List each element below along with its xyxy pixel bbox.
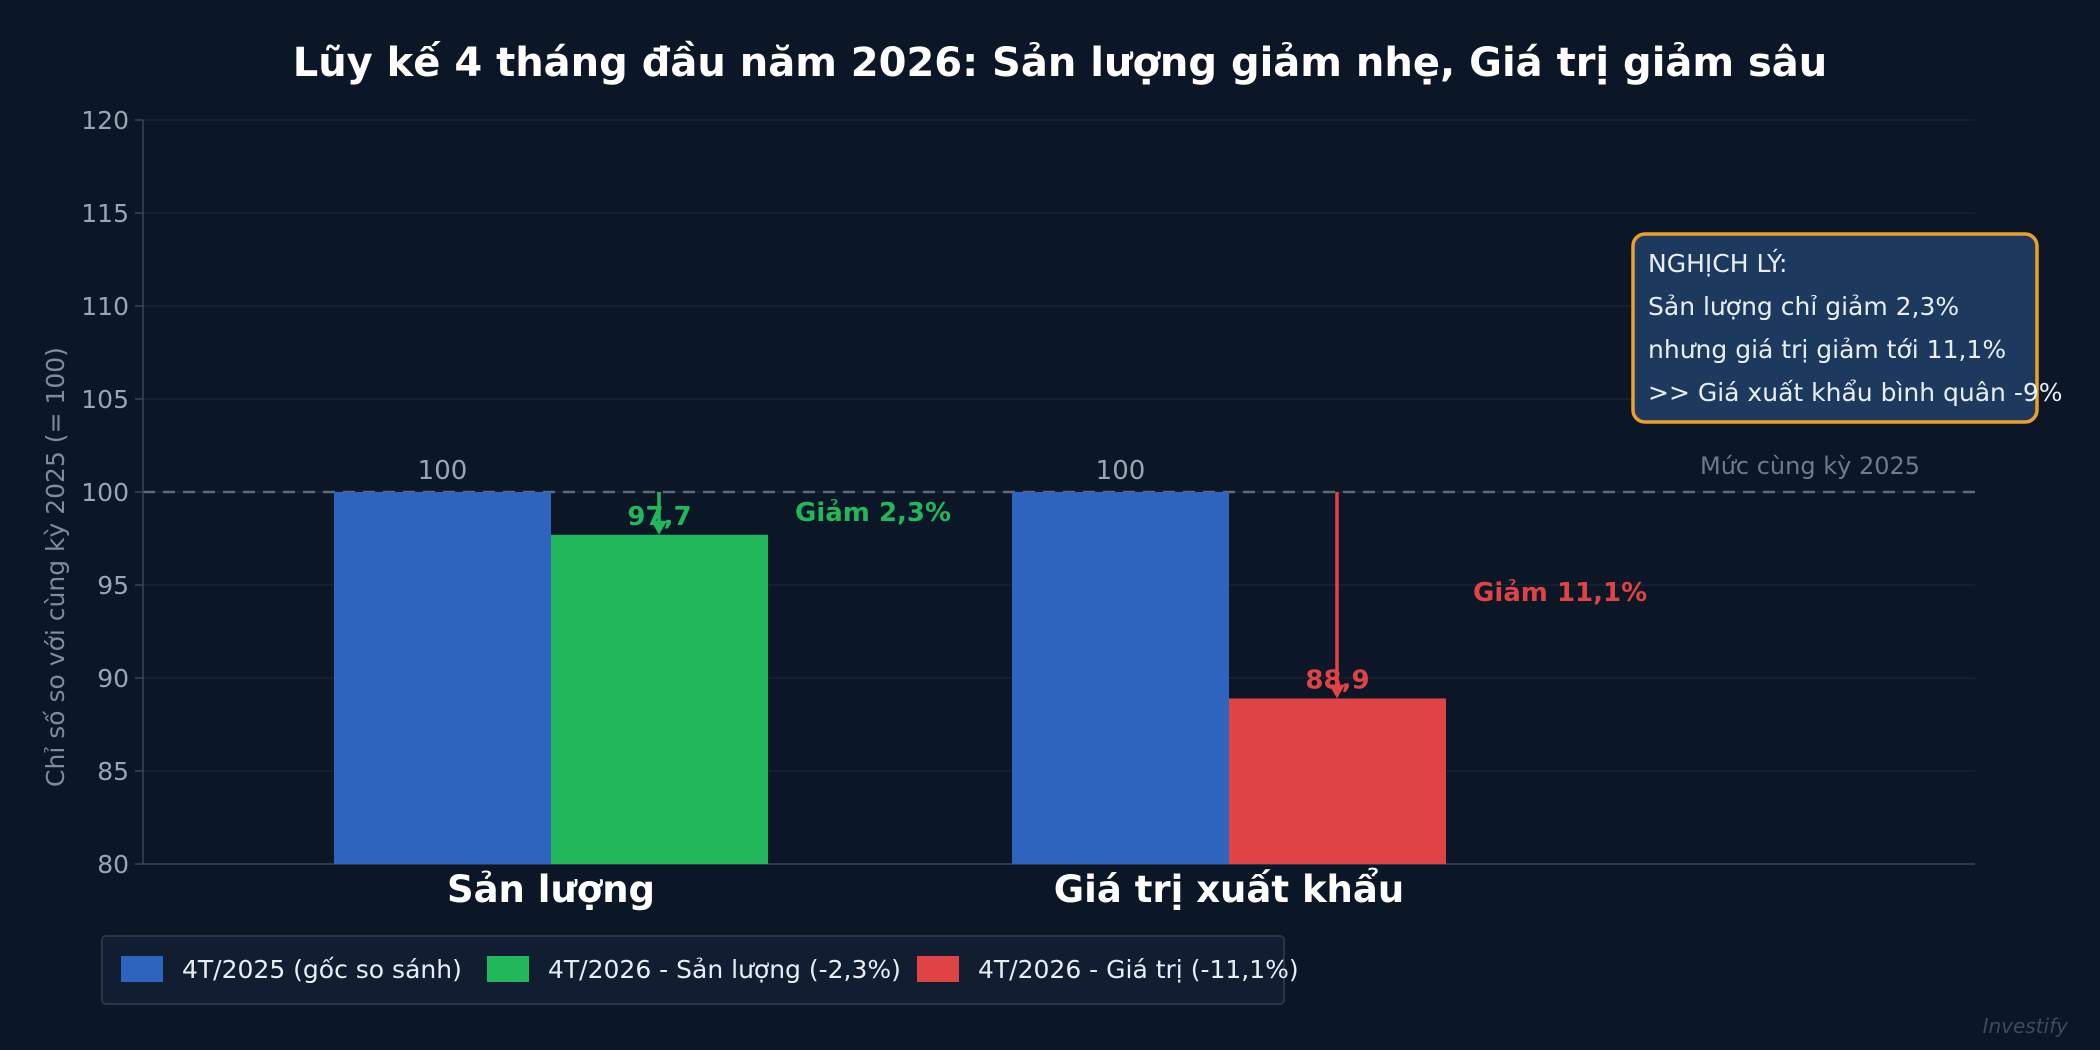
bar-2-1 xyxy=(1012,492,1229,864)
bar-value-label: 100 xyxy=(418,456,468,486)
legend-entry-label: 4T/2026 - Giá trị (-11,1%) xyxy=(978,955,1299,984)
x-category-label: Sản lượng xyxy=(447,868,655,911)
bar-1-1 xyxy=(334,492,551,864)
note-box: NGHỊCH LÝ: Sản lượng chỉ giảm 2,3% nhưng g… xyxy=(1631,232,2063,424)
x-category-label: Giá trị xuất khẩu xyxy=(1054,868,1404,911)
axes: 80 85 90 95 100 105 110 115 120 xyxy=(81,106,1975,879)
legend-swatch xyxy=(121,956,163,982)
y-tick-label: 80 xyxy=(97,850,129,879)
note-box-line: Sản lượng chỉ giảm 2,3% xyxy=(1648,292,1959,321)
y-tick-label: 85 xyxy=(97,757,129,786)
y-tick-label: 90 xyxy=(97,664,129,693)
chart-title: Lũy kế 4 tháng đầu năm 2026: Sản lượng g… xyxy=(293,40,1828,86)
legend-entry-label: 4T/2026 - Sản lượng (-2,3%) xyxy=(548,955,901,984)
legend: 4T/2025 (gốc so sánh) 4T/2026 - Sản lượng… xyxy=(101,935,1299,1005)
annotation-arrowhead xyxy=(651,520,667,535)
y-tick-label: 95 xyxy=(97,571,129,600)
bar-1-2 xyxy=(551,534,768,864)
watermark: Investify xyxy=(1983,1014,2070,1038)
annotations: Giảm 2,3% Giảm 11,1% xyxy=(651,492,1647,699)
note-box-frame xyxy=(1631,232,2039,424)
y-tick-label: 105 xyxy=(81,385,129,414)
annotation-label: Giảm 2,3% xyxy=(795,497,951,528)
legend-frame xyxy=(101,935,1285,1005)
note-box-line: NGHỊCH LÝ: xyxy=(1648,249,1787,278)
bar-value-label: 100 xyxy=(1096,456,1146,486)
bars xyxy=(334,492,1446,864)
annotation-label: Giảm 11,1% xyxy=(1473,577,1647,608)
annotation-arrowhead xyxy=(1329,684,1345,699)
y-tick-label: 100 xyxy=(81,478,129,507)
note-box-line: nhưng giá trị giảm tới 11,1% xyxy=(1648,335,2006,364)
y-tick-label: 115 xyxy=(81,199,129,228)
note-box-line: >> Giá xuất khẩu bình quân -9% xyxy=(1648,378,2063,407)
bar-2-2 xyxy=(1229,698,1446,864)
bar-labels: 10097,7Sản lượng10088,9Giá trị xuất khẩu xyxy=(418,456,1405,911)
y-axis-label: Chỉ số so với cùng kỳ 2025 (= 100) xyxy=(41,347,70,787)
y-tick-label: 120 xyxy=(81,106,129,135)
legend-entry-label: 4T/2025 (gốc so sánh) xyxy=(182,955,462,984)
legend-swatch xyxy=(917,956,959,982)
reference-line-label: Mức cùng kỳ 2025 xyxy=(1700,452,1920,480)
y-tick-label: 110 xyxy=(81,292,129,321)
legend-swatch xyxy=(487,956,529,982)
